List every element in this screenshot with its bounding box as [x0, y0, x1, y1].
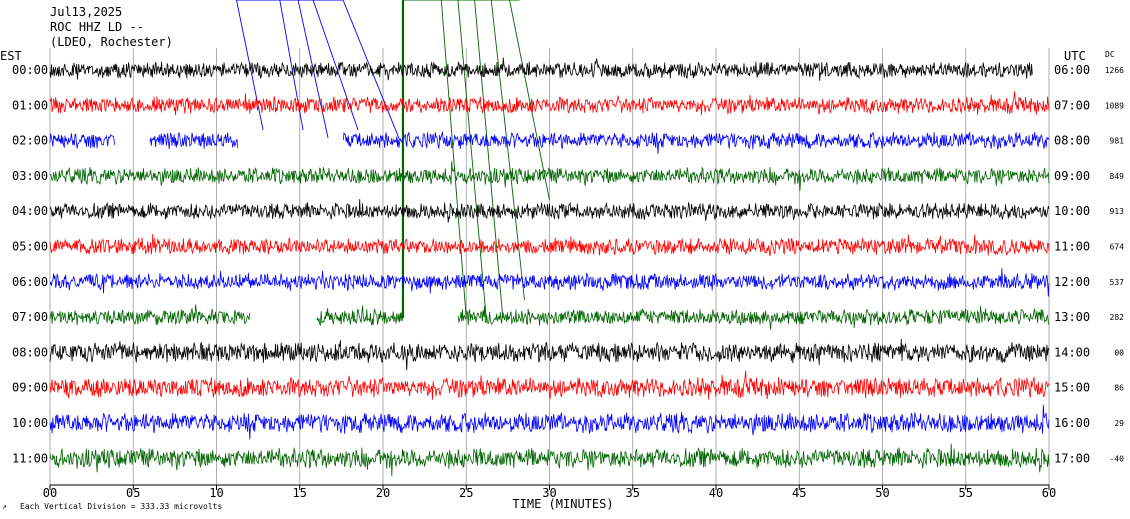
est-label: 09:00 [12, 381, 48, 395]
x-tick-label: 30 [542, 486, 556, 500]
est-label: 06:00 [12, 275, 48, 289]
utc-label: 16:00 [1054, 416, 1090, 430]
x-tick-label: 50 [875, 486, 889, 500]
x-tick-label: 40 [709, 486, 723, 500]
x-tick-label: 05 [126, 486, 140, 500]
grid [49, 48, 1050, 485]
title-line-3: (LDEO, Rochester) [50, 35, 173, 49]
x-tick-label: 60 [1042, 486, 1056, 500]
est-label: 04:00 [12, 204, 48, 218]
x-tick-label: 00 [43, 486, 57, 500]
dc-title: DC [1105, 50, 1115, 59]
trace-0800 [49, 338, 1050, 371]
utc-label: 07:00 [1054, 98, 1090, 112]
trace-0000 [49, 57, 1033, 81]
dc-value: 1266 [1105, 66, 1124, 75]
utc-label: 12:00 [1054, 275, 1090, 289]
utc-label: 10:00 [1054, 204, 1090, 218]
est-label: 11:00 [12, 451, 48, 465]
trace-0300 [49, 160, 1050, 191]
left-axis-title: EST [0, 49, 22, 63]
dc-value: 86 [1114, 384, 1124, 393]
est-label: 10:00 [12, 416, 48, 430]
utc-label: 08:00 [1054, 134, 1090, 148]
x-tick-label: 10 [209, 486, 223, 500]
dc-value: 282 [1110, 313, 1125, 322]
arrival-line [457, 0, 487, 319]
title-line-1: Jul13,2025 [50, 5, 122, 19]
traces [49, 57, 1050, 477]
trace-0200 [49, 131, 1050, 154]
est-label: 07:00 [12, 310, 48, 324]
trace-0100 [49, 91, 1050, 116]
dc-value: 537 [1110, 278, 1125, 287]
x-tick-label: 25 [459, 486, 473, 500]
x-tick-label: 15 [293, 486, 307, 500]
utc-label: 09:00 [1054, 169, 1090, 183]
utc-label: 15:00 [1054, 381, 1090, 395]
trace-1000 [49, 404, 1050, 440]
est-label: 01:00 [12, 98, 48, 112]
dc-value: 29 [1114, 419, 1124, 428]
x-axis: 00 05 10 15 20 25 30 35 40 45 50 55 60 [43, 484, 1056, 500]
est-label: 05:00 [12, 240, 48, 254]
footnote: Each Vertical Division = 333.33 microvol… [20, 502, 222, 511]
row-labels: 00:00 06:00 1266 01:00 07:00 1089 02:00 08:00 98… [12, 63, 1124, 465]
arrival-line [509, 0, 550, 201]
x-axis-label: TIME (MINUTES) [512, 497, 613, 511]
right-axis-title: UTC [1064, 49, 1086, 63]
est-label: 03:00 [12, 169, 48, 183]
est-label: 08:00 [12, 345, 48, 359]
dc-value: 981 [1110, 137, 1125, 146]
utc-label: 14:00 [1054, 345, 1090, 359]
utc-label: 13:00 [1054, 310, 1090, 324]
arrival-line [440, 0, 467, 319]
trace-1100 [49, 443, 1050, 477]
trace-0600 [49, 268, 1050, 297]
x-tick-label: 45 [792, 486, 806, 500]
utc-label: 11:00 [1054, 240, 1090, 254]
trace-0900 [49, 370, 1050, 400]
dc-value: 1089 [1105, 101, 1124, 110]
dc-value: 849 [1110, 172, 1125, 181]
est-label: 00:00 [12, 63, 48, 77]
dc-value: 913 [1110, 207, 1125, 216]
trace-0500 [49, 233, 1050, 256]
title-line-2: ROC HHZ LD -- [50, 20, 144, 34]
trace-0400 [49, 199, 1050, 223]
scale-mark-icon: ↗ [2, 502, 7, 511]
x-tick-label: 35 [626, 486, 640, 500]
utc-label: 06:00 [1054, 63, 1090, 77]
x-tick-label: 55 [959, 486, 973, 500]
trace-0700 [49, 304, 1050, 330]
est-label: 02:00 [12, 134, 48, 148]
dc-value: 00 [1114, 348, 1124, 357]
arrival-line [490, 0, 525, 301]
x-tick-label: 20 [376, 486, 390, 500]
dc-value: 674 [1110, 243, 1125, 252]
arrival-line [474, 0, 504, 319]
dc-value: -40 [1110, 454, 1125, 463]
utc-label: 17:00 [1054, 451, 1090, 465]
